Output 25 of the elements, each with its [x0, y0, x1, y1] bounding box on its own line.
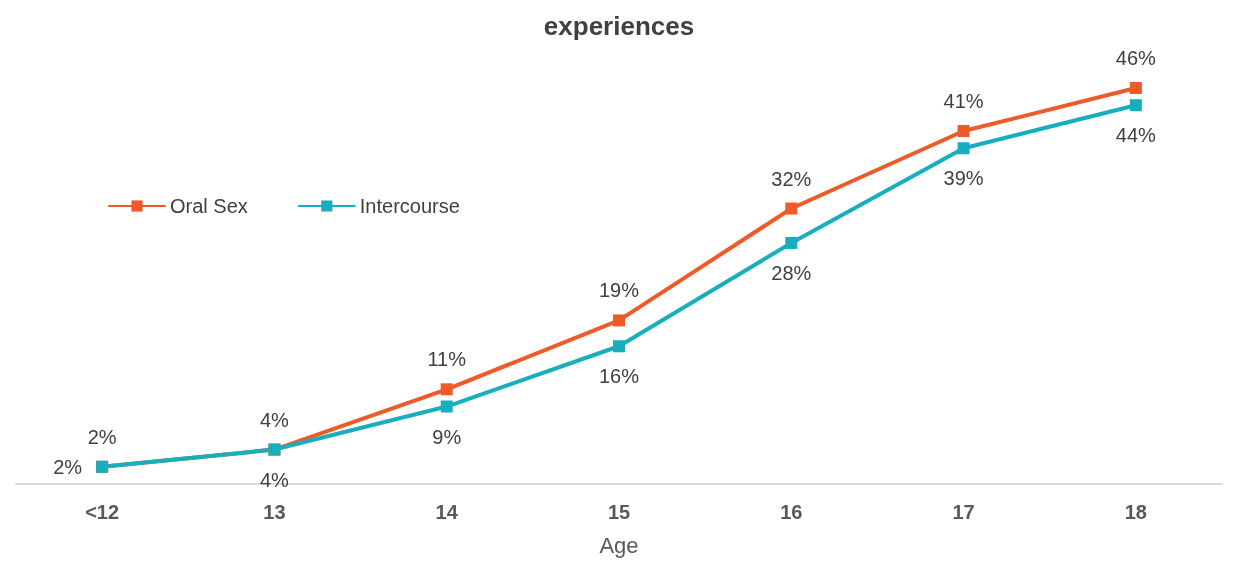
x-tick-label: 14: [435, 501, 459, 523]
data-label: 16%: [598, 365, 640, 388]
data-label: 44%: [1115, 124, 1157, 147]
x-tick-label: 13: [263, 501, 286, 523]
data-label: 4%: [259, 468, 290, 491]
data-label: 9%: [432, 425, 462, 448]
data-label: 46%: [1115, 47, 1157, 69]
data-label: 4%: [259, 408, 290, 431]
legend-label: Intercourse: [359, 195, 460, 217]
x-axis-title: Age: [599, 532, 639, 558]
legend-label: Oral Sex: [170, 195, 248, 217]
x-tick-label: 16: [780, 501, 803, 523]
chart-title: experiences: [543, 11, 695, 41]
data-label: 11%: [427, 348, 467, 371]
data-label: 32%: [771, 167, 812, 190]
data-label: 28%: [771, 261, 812, 284]
data-label: 2%: [87, 425, 117, 448]
x-tick-label: <12: [85, 501, 120, 523]
data-label: 39%: [943, 167, 984, 190]
x-tick-label: 17: [952, 501, 975, 523]
data-label: 41%: [943, 90, 984, 113]
x-tick-label: 15: [607, 501, 631, 523]
x-tick-label: 18: [1124, 501, 1147, 523]
data-label: 2%: [53, 455, 83, 478]
data-label: 19%: [598, 279, 640, 302]
